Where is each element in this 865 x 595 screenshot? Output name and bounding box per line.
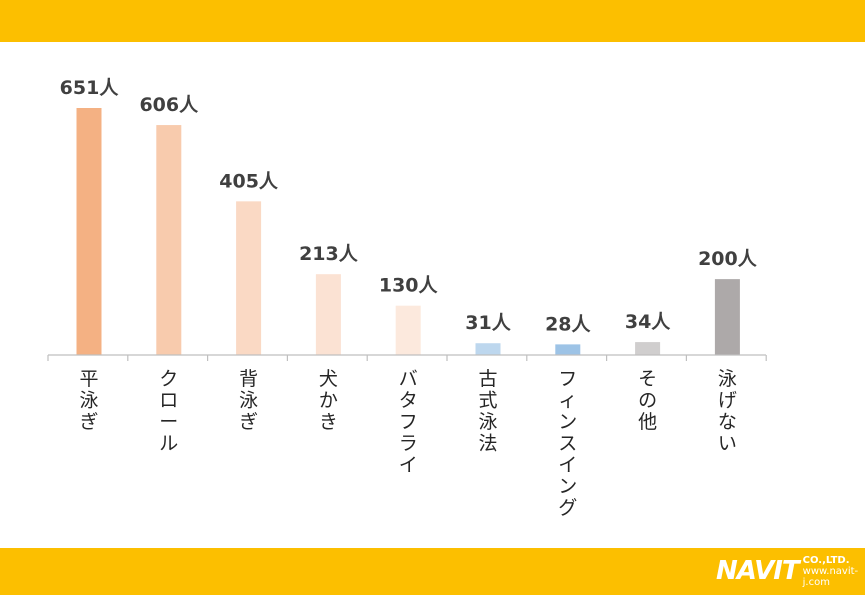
bar-2 (236, 201, 262, 355)
value-label-5: 31人 (465, 312, 511, 334)
category-label-8: 泳げない (718, 368, 737, 455)
bar-4 (395, 305, 421, 355)
logo-main-text: NAVIT (716, 556, 800, 586)
value-label-1: 606人 (139, 94, 199, 116)
category-label-4: バタフライ (399, 368, 418, 476)
bar-8 (714, 279, 740, 355)
value-label-8: 200人 (698, 248, 758, 270)
value-labels-group: 651人 606人 405人 213人 130人 31人 28人 34人 200人 (60, 77, 758, 335)
bar-3 (315, 274, 341, 355)
bars-group (76, 108, 740, 355)
bar-0 (76, 108, 102, 355)
value-label-6: 28人 (545, 313, 591, 335)
category-label-0: 平泳ぎ (79, 368, 98, 433)
logo-url: www.navit-j.com (802, 565, 859, 588)
category-label-5: 古式泳法 (478, 368, 497, 455)
logo-side: CO.,LTD. www.navit-j.com (803, 555, 865, 588)
axis-ticks-group (47, 355, 767, 361)
category-label-2: 背泳ぎ (239, 368, 258, 433)
value-label-3: 213人 (299, 243, 359, 265)
value-label-4: 130人 (379, 275, 439, 297)
category-label-6: フィンスイング (558, 368, 577, 519)
top-band (0, 0, 865, 42)
value-label-2: 405人 (219, 170, 279, 192)
bottom-band (0, 548, 865, 595)
bar-6 (555, 344, 581, 355)
bar-5 (475, 343, 501, 355)
value-label-7: 34人 (625, 311, 671, 333)
category-label-1: クロール (159, 368, 178, 455)
value-label-0: 651人 (60, 77, 120, 99)
category-label-3: 犬かき (319, 368, 338, 433)
bar-7 (635, 342, 661, 355)
logo-company-suffix: CO.,LTD. (802, 554, 850, 566)
bar-1 (156, 125, 182, 355)
category-labels-group: 平泳ぎ クロール 背泳ぎ 犬かき バタフライ 古式泳法 フィンスイング その他 泳げない (79, 368, 736, 519)
company-logo: NAVIT CO.,LTD. www.navit-j.com (716, 553, 865, 589)
category-label-7: その他 (638, 368, 657, 433)
bar-chart: 651人 606人 405人 213人 130人 31人 28人 34人 200人 平泳ぎ クロー… (47, 77, 767, 519)
